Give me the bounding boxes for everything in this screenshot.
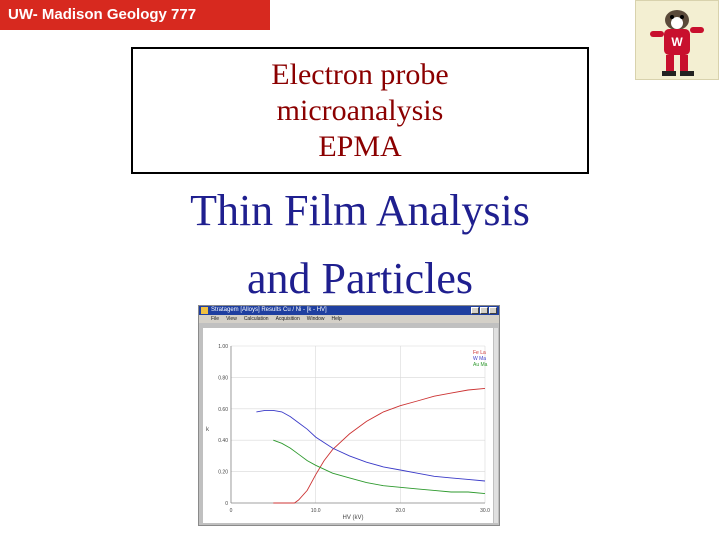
minimize-icon[interactable]: [471, 307, 479, 314]
y-tick-label: 0.20: [218, 470, 228, 476]
app-icon: [201, 307, 208, 314]
y-tick-label: 0: [225, 501, 228, 507]
y-axis-label: k: [206, 427, 210, 433]
legend-entry: W Ma: [473, 356, 486, 362]
menu-acquisition[interactable]: Acquisition: [275, 316, 300, 322]
scrollbar[interactable]: [494, 328, 498, 523]
series-line-1: [273, 387, 486, 504]
legend-entry: Fe La: [473, 350, 486, 356]
subtitle-line-2: and Particles: [246, 254, 474, 303]
y-tick-label: 1.00: [218, 344, 228, 350]
menu-file[interactable]: File: [211, 316, 220, 322]
chart-area: 0 0.20 0.40 0.60 0.80 1.00 0 10.0 20.0 30.0 Fe La…: [203, 328, 493, 523]
close-icon[interactable]: [489, 307, 497, 314]
course-tag: UW- Madison Geology 777: [0, 0, 270, 30]
x-tick-label: 10.0: [311, 508, 321, 514]
series-line-2: [256, 409, 486, 482]
app-window: Stratagem [Alloys] Results Cu / Ni - [k …: [198, 305, 500, 526]
y-tick-label: 0.80: [218, 375, 228, 381]
app-title: Stratagem [Alloys] Results Cu / Ni - [k …: [211, 307, 327, 313]
y-tick-label: 0.40: [218, 438, 228, 444]
title-line-2: microanalysis: [276, 93, 444, 127]
menu-window[interactable]: Window: [306, 316, 325, 322]
x-tick-label: 0: [230, 508, 233, 514]
menu-view[interactable]: View: [226, 316, 237, 322]
svg-text:W: W: [671, 35, 683, 49]
app-titlebar[interactable]: Stratagem [Alloys] Results Cu / Ni - [k …: [199, 306, 499, 315]
subtitle-line-1: Thin Film Analysis: [190, 186, 530, 235]
x-tick-label: 30.0: [480, 508, 490, 514]
series-line-3: [273, 439, 486, 495]
menu-calculation[interactable]: Calculation: [243, 316, 269, 322]
badger-mascot-icon: W: [635, 0, 719, 80]
app-menubar: File View Calculation Acquisition Window…: [199, 315, 499, 323]
x-tick-label: 20.0: [395, 508, 405, 514]
title-line-3: EPMA: [318, 129, 402, 163]
x-axis-label: HV (kV): [343, 515, 364, 521]
title-line-1: Electron probe: [271, 57, 449, 91]
legend-entry: Au Ma: [473, 362, 488, 368]
menu-help[interactable]: Help: [331, 316, 342, 322]
k-vs-hv-chart: 0 0.20 0.40 0.60 0.80 1.00 0 10.0 20.0 30.0 Fe La…: [206, 344, 490, 521]
title-box: Electron probe microanalysis EPMA: [131, 47, 589, 174]
y-tick-label: 0.60: [218, 407, 228, 413]
maximize-icon[interactable]: [480, 307, 488, 314]
